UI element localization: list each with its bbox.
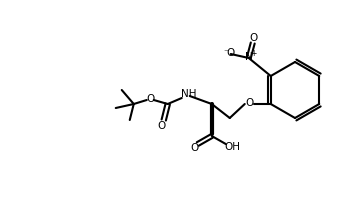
Text: O: O [158,121,166,131]
Text: O: O [190,143,199,153]
Text: O: O [250,33,258,43]
Text: ⁻: ⁻ [223,49,228,57]
Text: O: O [246,98,254,108]
Text: O: O [147,94,155,104]
Text: NH: NH [181,89,196,99]
Text: +: + [250,49,256,57]
Text: N: N [245,52,253,62]
Text: OH: OH [225,142,241,152]
Text: O: O [227,48,235,58]
